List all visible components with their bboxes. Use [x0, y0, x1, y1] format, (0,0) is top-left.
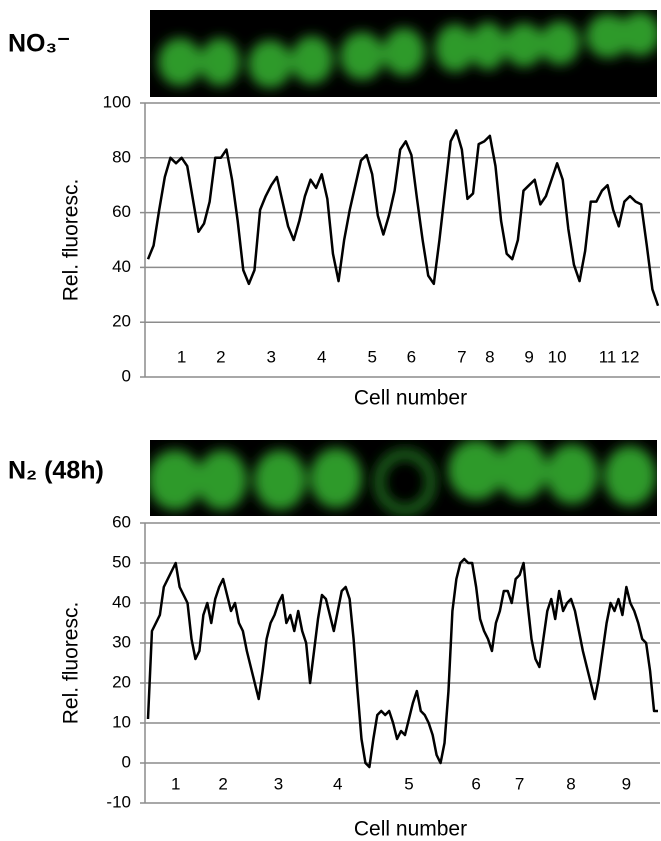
x-axis-title: Cell number [354, 387, 467, 410]
x-tick-label: 7 [457, 347, 466, 366]
y-tick-label: 10 [112, 712, 131, 731]
x-tick-label: 5 [367, 347, 376, 366]
x-tick-label: 3 [267, 347, 276, 366]
y-axis-title: Rel. fluoresc. [60, 179, 83, 302]
x-tick-label: 9 [524, 347, 533, 366]
x-tick-label: 2 [216, 347, 225, 366]
x-tick-label: 3 [274, 774, 283, 793]
x-tick-label: 6 [471, 774, 480, 793]
y-tick-label: -10 [106, 792, 131, 811]
y-axis-title: Rel. fluoresc. [60, 602, 83, 725]
data-line [148, 130, 658, 305]
x-axis-title: Cell number [354, 818, 467, 841]
y-tick-label: 20 [112, 312, 131, 331]
x-tick-label: 8 [566, 774, 575, 793]
y-tick-label: 0 [122, 752, 131, 771]
y-tick-label: 60 [112, 202, 131, 221]
x-tick-label: 4 [317, 347, 326, 366]
y-tick-label: 30 [112, 632, 131, 651]
y-tick-label: 20 [112, 672, 131, 691]
y-tick-label: 60 [112, 512, 131, 531]
x-tick-label: 1 [177, 347, 186, 366]
data-line [148, 559, 658, 767]
x-tick-label: 9 [622, 774, 631, 793]
micrograph [148, 440, 657, 516]
micrograph [150, 10, 660, 97]
y-tick-label: 40 [112, 592, 131, 611]
y-tick-label: 80 [112, 147, 131, 166]
x-tick-label: 4 [333, 774, 342, 793]
x-tick-label: 2 [218, 774, 227, 793]
x-tick-label: 8 [485, 347, 494, 366]
x-tick-label: 6 [407, 347, 416, 366]
y-tick-label: 100 [103, 92, 131, 111]
panel-title: NO₃⁻ [8, 30, 70, 58]
y-tick-label: 40 [112, 257, 131, 276]
y-tick-label: 0 [122, 366, 131, 385]
y-tick-label: 50 [112, 552, 131, 571]
panel-title: N₂ (48h) [8, 457, 104, 485]
figure: NO₃⁻Rel. fluoresc.Cell number02040608010… [0, 0, 661, 841]
x-tick-label: 12 [621, 347, 640, 366]
x-tick-label: 7 [515, 774, 524, 793]
x-tick-label: 10 [548, 347, 567, 366]
x-tick-label: 5 [404, 774, 413, 793]
x-tick-label: 1 [171, 774, 180, 793]
x-tick-label: 11 [599, 347, 617, 366]
